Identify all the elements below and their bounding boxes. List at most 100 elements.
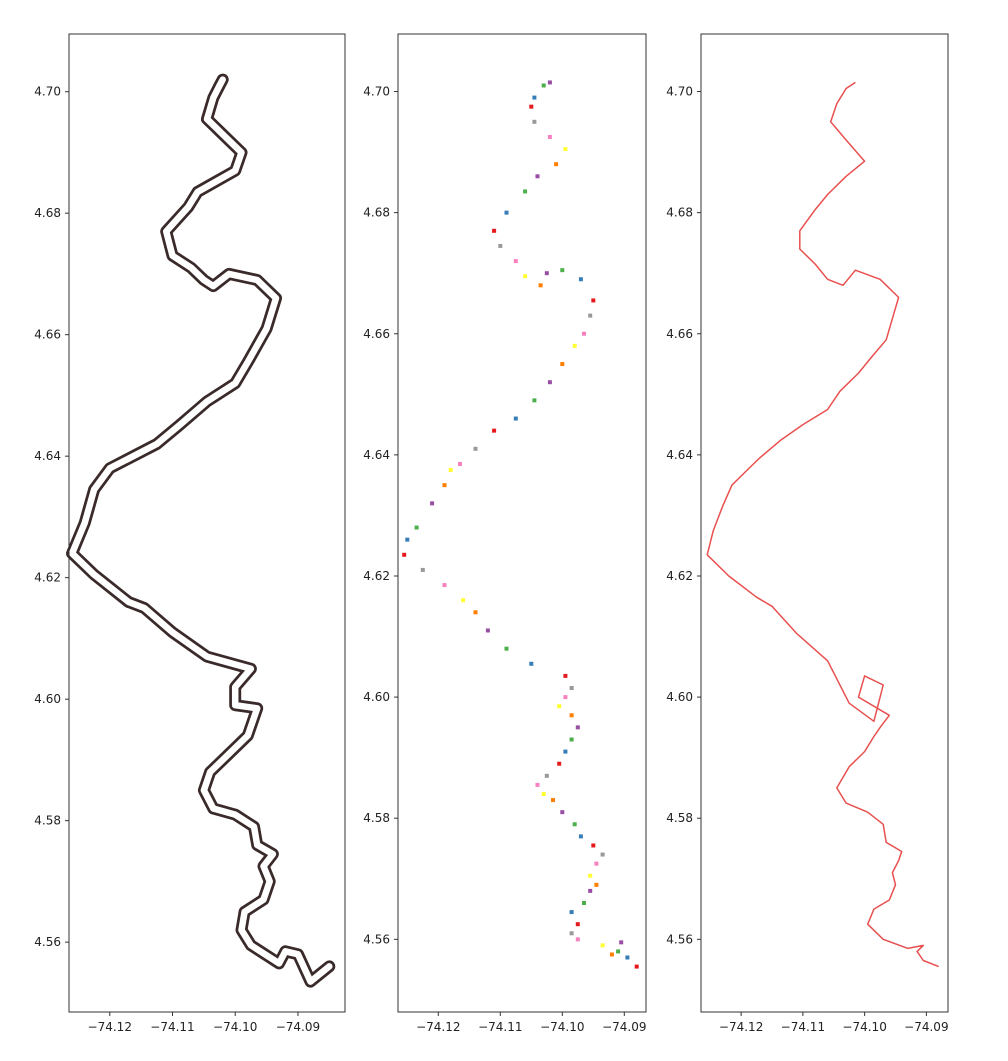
x-tick-label: −74.10: [540, 1020, 584, 1034]
x-tick-label: −74.11: [781, 1020, 825, 1034]
scatter-point: [569, 713, 574, 718]
scatter-point: [560, 268, 565, 273]
y-tick-label: 4.58: [363, 811, 390, 825]
scatter-point: [442, 483, 447, 488]
buffer-outline-path: [66, 73, 336, 988]
scatter-point: [563, 695, 568, 700]
scatter-point: [569, 910, 574, 915]
y-tick-label: 4.62: [34, 571, 61, 585]
scatter-point: [541, 83, 546, 88]
x-tick-label: −74.11: [150, 1020, 194, 1034]
y-tick-label: 4.60: [363, 690, 390, 704]
scatter-point: [473, 610, 478, 615]
scatter-point: [575, 725, 580, 730]
y-tick-label: 4.56: [363, 932, 390, 946]
scatter-point: [532, 398, 537, 403]
scatter-point: [544, 773, 549, 778]
scatter-point: [535, 174, 540, 179]
scatter-point: [513, 416, 518, 421]
scatter-point: [529, 661, 534, 666]
y-tick-label: 4.56: [34, 935, 61, 949]
scatter-point: [594, 861, 599, 866]
y-tick-label: 4.70: [34, 85, 61, 99]
y-tick-label: 4.58: [666, 811, 693, 825]
scatter-point: [485, 628, 490, 633]
scatter-point: [529, 104, 534, 109]
scatter-point: [557, 704, 562, 709]
scatter-point: [572, 822, 577, 827]
scatter-point: [492, 428, 497, 433]
scatter-point: [563, 749, 568, 754]
scatter-point: [538, 283, 543, 288]
y-tick-label: 4.56: [666, 932, 693, 946]
y-tick-label: 4.68: [363, 206, 390, 220]
axes-frame: [68, 33, 346, 1013]
scatter-point: [547, 134, 552, 139]
scatter-point: [504, 646, 509, 651]
y-tick-label: 4.70: [666, 85, 693, 99]
y-tick-label: 4.58: [34, 814, 61, 828]
scatter-point: [458, 461, 462, 466]
y-tick-label: 4.66: [666, 327, 693, 341]
route-line: [706, 81, 939, 968]
y-tick-label: 4.68: [666, 206, 693, 220]
scatter-point: [582, 331, 586, 336]
x-tick-label: −74.09: [904, 1020, 948, 1034]
scatter-point: [535, 782, 540, 787]
axes-frame: [700, 33, 949, 1013]
x-tick-label: −74.12: [88, 1020, 132, 1034]
scatter-point: [442, 583, 447, 588]
scatter-point: [575, 922, 580, 927]
scatter-point: [578, 277, 583, 282]
panel-1: −74.12 −74.11 −74.10 −74.09 4.56 4.58 4.60 4.62…: [34, 33, 346, 1034]
scatter-point: [563, 673, 568, 678]
scatter-point: [560, 362, 565, 367]
scatter-point: [532, 119, 537, 124]
y-tick-label: 4.62: [666, 569, 693, 583]
scatter-point: [541, 791, 546, 796]
y-tick-label: 4.68: [34, 206, 61, 220]
scatter-point: [634, 964, 639, 969]
y-tick-label: 4.70: [363, 85, 390, 99]
scatter-point: [569, 686, 574, 691]
scatter-point: [532, 95, 537, 100]
scatter-point: [420, 567, 425, 572]
scatter-point: [547, 380, 552, 385]
scatter-point: [504, 210, 509, 215]
scatter-point: [554, 162, 559, 167]
scatter-point: [513, 259, 518, 264]
scatter-point: [600, 852, 605, 857]
y-tick-label: 4.60: [666, 690, 693, 704]
scatter-point: [402, 552, 407, 557]
scatter-point: [430, 501, 435, 506]
scatter-point: [523, 189, 528, 194]
panel-3: −74.12 −74.11 −74.10 −74.09 4.56 4.58 4.60 4.62…: [666, 33, 949, 1034]
scatter-point: [557, 761, 562, 766]
scatter-point: [492, 228, 497, 233]
scatter-point: [405, 537, 410, 542]
scatter-point: [523, 274, 528, 279]
scatter-point: [594, 882, 599, 887]
scatter-point: [498, 243, 503, 248]
scatter-point: [582, 900, 586, 905]
x-tick-label: −74.12: [719, 1020, 763, 1034]
x-tick-label: −74.09: [602, 1020, 646, 1034]
scatter-point: [588, 313, 593, 318]
scatter-point: [588, 873, 593, 878]
scatter-point: [600, 943, 605, 948]
y-tick-label: 4.62: [363, 569, 390, 583]
scatter-point: [569, 737, 574, 742]
scatter-point: [591, 843, 596, 848]
y-tick-label: 4.66: [363, 327, 390, 341]
y-tick-label: 4.64: [666, 448, 693, 462]
scatter-point: [619, 940, 624, 945]
scatter-point: [563, 147, 568, 152]
scatter-point: [544, 271, 549, 276]
scatter-point: [560, 810, 565, 815]
scatter-point: [569, 931, 574, 936]
scatter-point: [591, 298, 596, 303]
scatter-point: [616, 949, 621, 954]
y-tick-label: 4.64: [34, 449, 61, 463]
scatter-point: [461, 598, 466, 603]
